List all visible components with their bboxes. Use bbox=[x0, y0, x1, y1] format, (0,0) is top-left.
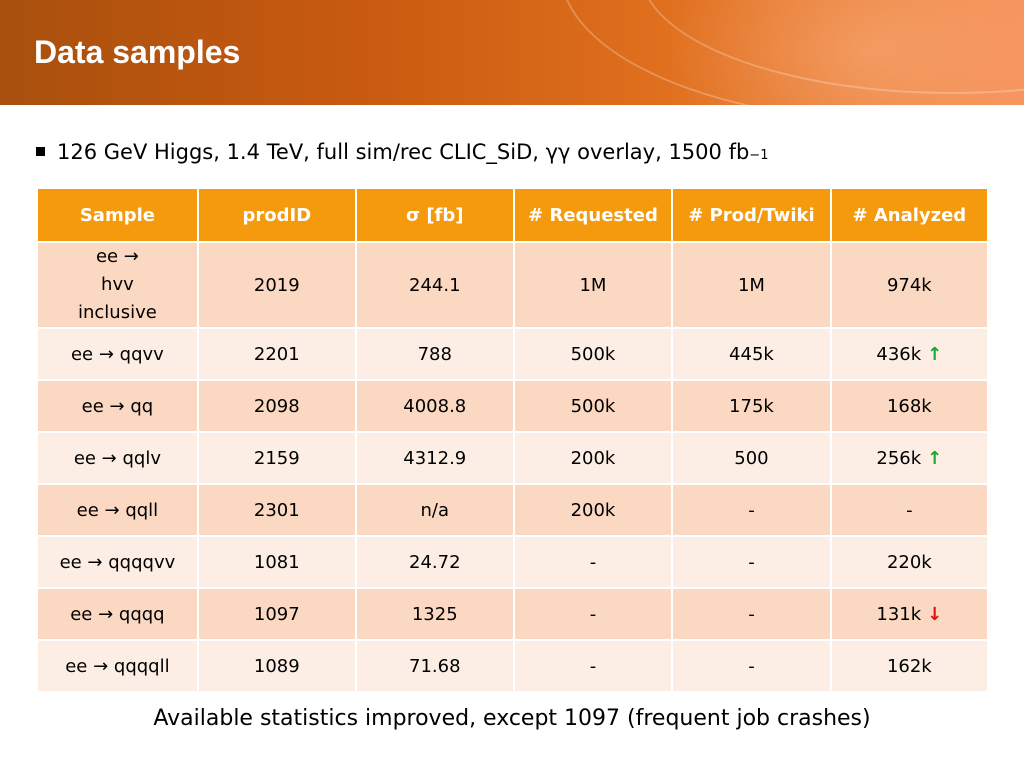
table-row: ee → qqvv 2201 788 500k 445k 436k ↑ bbox=[36, 327, 990, 381]
cell-sigma: 4312.9 bbox=[354, 431, 515, 485]
cell-analyzed: 131k ↓ bbox=[829, 587, 990, 641]
cell-sigma: 4008.8 bbox=[354, 379, 515, 433]
cell-sample: ee → qqvv bbox=[36, 327, 199, 381]
cell-sample: ee → qqqq bbox=[36, 587, 199, 641]
analyzed-value: 220k bbox=[886, 551, 932, 573]
table-row: ee → qqqqvv 1081 24.72 - - 220k bbox=[36, 535, 990, 589]
cell-prodid: 2159 bbox=[196, 431, 357, 485]
cell-prodid: 2201 bbox=[196, 327, 357, 381]
column-header-analyzed: # Analyzed bbox=[829, 187, 990, 243]
cell-prod-twiki: - bbox=[671, 483, 832, 537]
cell-requested: - bbox=[512, 587, 674, 641]
cell-prodid: 2019 bbox=[196, 241, 357, 329]
cell-prodid: 1081 bbox=[196, 535, 357, 589]
cell-requested: 1M bbox=[512, 241, 674, 329]
cell-prod-twiki: - bbox=[671, 587, 832, 641]
footer-note: Available statistics improved, except 10… bbox=[153, 706, 871, 731]
cell-requested: 500k bbox=[512, 327, 674, 381]
table-row: ee → qqqq 1097 1325 - - 131k ↓ bbox=[36, 587, 990, 641]
cell-requested: - bbox=[512, 639, 674, 693]
analyzed-value: 256k bbox=[876, 447, 922, 469]
column-header-prod-twiki: # Prod/Twiki bbox=[671, 187, 832, 243]
samples-table: Sample prodID σ [fb] # Requested # Prod/… bbox=[36, 187, 990, 693]
table-row: ee → hvv inclusive 2019 244.1 1M 1M 974k bbox=[36, 241, 990, 329]
cell-analyzed: 436k ↑ bbox=[829, 327, 990, 381]
column-header-prodid: prodID bbox=[196, 187, 357, 243]
cell-sample: ee → qqqqll bbox=[36, 639, 199, 693]
column-header-sample: Sample bbox=[36, 187, 199, 243]
cell-requested: 200k bbox=[512, 483, 674, 537]
cell-analyzed: - bbox=[829, 483, 990, 537]
cell-requested: 500k bbox=[512, 379, 674, 433]
up-arrow-icon: ↑ bbox=[927, 447, 943, 469]
cell-analyzed: 220k bbox=[829, 535, 990, 589]
table-header-row: Sample prodID σ [fb] # Requested # Prod/… bbox=[36, 187, 990, 243]
cell-sigma: 788 bbox=[354, 327, 515, 381]
table-row: ee → qqqqll 1089 71.68 - - 162k bbox=[36, 639, 990, 693]
cell-sigma: 71.68 bbox=[354, 639, 515, 693]
cell-prod-twiki: 500 bbox=[671, 431, 832, 485]
cell-sigma: 24.72 bbox=[354, 535, 515, 589]
cell-sigma: 244.1 bbox=[354, 241, 515, 329]
down-arrow-icon: ↓ bbox=[927, 603, 943, 625]
analyzed-value: 131k bbox=[876, 603, 922, 625]
analyzed-value: 168k bbox=[886, 395, 932, 417]
analyzed-value: 436k bbox=[876, 343, 922, 365]
cell-prod-twiki: - bbox=[671, 639, 832, 693]
square-bullet-icon bbox=[36, 147, 45, 156]
cell-sample: ee → qq bbox=[36, 379, 199, 433]
cell-sample: ee → qqlv bbox=[36, 431, 199, 485]
up-arrow-icon: ↑ bbox=[927, 343, 943, 365]
cell-prod-twiki: 175k bbox=[671, 379, 832, 433]
cell-prod-twiki: - bbox=[671, 535, 832, 589]
cell-prod-twiki: 445k bbox=[671, 327, 832, 381]
column-header-requested: # Requested bbox=[512, 187, 674, 243]
table-row: ee → qq 2098 4008.8 500k 175k 168k bbox=[36, 379, 990, 433]
cell-requested: - bbox=[512, 535, 674, 589]
bullet-superscript: −1 bbox=[749, 148, 769, 163]
slide-header-bar: Data samples bbox=[0, 0, 1024, 105]
bullet-text: 126 GeV Higgs, 1.4 TeV, full sim/rec CLI… bbox=[57, 140, 750, 164]
bullet-item: 126 GeV Higgs, 1.4 TeV, full sim/rec CLI… bbox=[36, 140, 768, 164]
analyzed-value: 162k bbox=[886, 655, 932, 677]
cell-prodid: 2098 bbox=[196, 379, 357, 433]
cell-requested: 200k bbox=[512, 431, 674, 485]
cell-prodid: 1097 bbox=[196, 587, 357, 641]
slide-title: Data samples bbox=[34, 34, 241, 70]
cell-analyzed: 162k bbox=[829, 639, 990, 693]
cell-sample: ee → hvv inclusive bbox=[36, 241, 199, 329]
column-header-sigma: σ [fb] bbox=[354, 187, 515, 243]
table-row: ee → qqlv 2159 4312.9 200k 500 256k ↑ bbox=[36, 431, 990, 485]
cell-prodid: 2301 bbox=[196, 483, 357, 537]
cell-analyzed: 974k bbox=[829, 241, 990, 329]
cell-prodid: 1089 bbox=[196, 639, 357, 693]
cell-sigma: n/a bbox=[354, 483, 515, 537]
table-row: ee → qqll 2301 n/a 200k - - bbox=[36, 483, 990, 537]
analyzed-value: - bbox=[906, 499, 913, 521]
analyzed-value: 974k bbox=[886, 274, 932, 296]
cell-analyzed: 256k ↑ bbox=[829, 431, 990, 485]
cell-sigma: 1325 bbox=[354, 587, 515, 641]
cell-sample: ee → qqqqvv bbox=[36, 535, 199, 589]
cell-analyzed: 168k bbox=[829, 379, 990, 433]
cell-prod-twiki: 1M bbox=[671, 241, 832, 329]
cell-sample: ee → qqll bbox=[36, 483, 199, 537]
